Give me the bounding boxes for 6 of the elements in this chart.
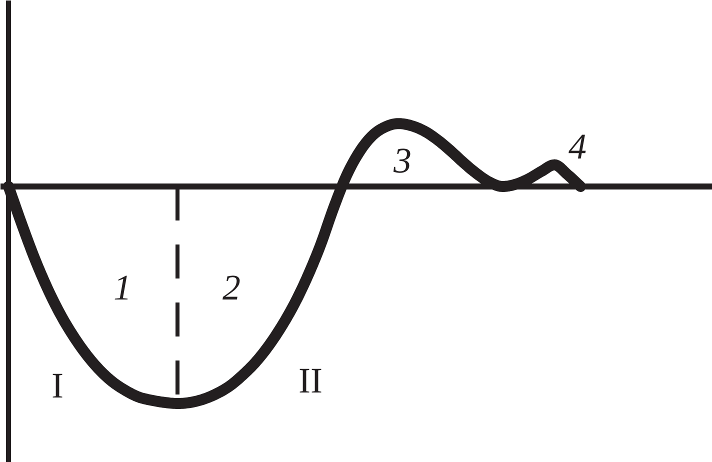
annotation: 4 [568, 126, 586, 166]
annotation: I [52, 366, 64, 406]
annotation: 1 [114, 268, 132, 308]
annotation: 2 [222, 268, 240, 308]
annotation: 3 [392, 140, 412, 180]
annotation: II [298, 360, 322, 400]
